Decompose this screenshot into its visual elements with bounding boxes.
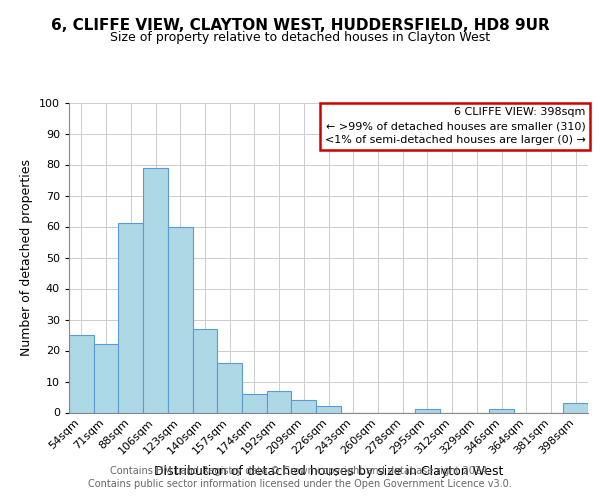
- Bar: [267, 391, 292, 412]
- Bar: [563, 403, 588, 412]
- X-axis label: Distribution of detached houses by size in Clayton West: Distribution of detached houses by size …: [154, 464, 503, 477]
- Bar: [69, 335, 94, 412]
- Text: Size of property relative to detached houses in Clayton West: Size of property relative to detached ho…: [110, 32, 490, 44]
- Y-axis label: Number of detached properties: Number of detached properties: [20, 159, 34, 356]
- Bar: [143, 168, 168, 412]
- Bar: [168, 226, 193, 412]
- Bar: [217, 363, 242, 412]
- Bar: [118, 224, 143, 412]
- Bar: [242, 394, 267, 412]
- Text: 6, CLIFFE VIEW, CLAYTON WEST, HUDDERSFIELD, HD8 9UR: 6, CLIFFE VIEW, CLAYTON WEST, HUDDERSFIE…: [50, 18, 550, 32]
- Bar: [489, 410, 514, 412]
- Bar: [94, 344, 118, 412]
- Text: Contains HM Land Registry data © Crown copyright and database right 2024.: Contains HM Land Registry data © Crown c…: [110, 466, 490, 476]
- Bar: [193, 329, 217, 412]
- Bar: [316, 406, 341, 412]
- Text: Contains public sector information licensed under the Open Government Licence v3: Contains public sector information licen…: [88, 479, 512, 489]
- Bar: [292, 400, 316, 412]
- Bar: [415, 410, 440, 412]
- Text: 6 CLIFFE VIEW: 398sqm
← >99% of detached houses are smaller (310)
<1% of semi-de: 6 CLIFFE VIEW: 398sqm ← >99% of detached…: [325, 107, 586, 145]
